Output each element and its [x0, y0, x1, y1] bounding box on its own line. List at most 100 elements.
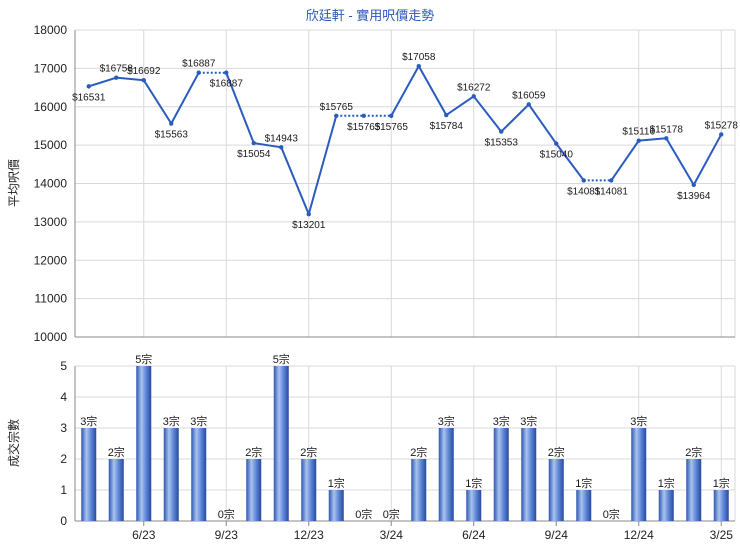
series-line-segment	[116, 76, 144, 82]
bar	[438, 428, 454, 521]
series-line-segment	[307, 115, 338, 215]
series-data-label: $15784	[430, 121, 464, 132]
series-point	[691, 182, 696, 188]
bar-y-tick-label: 5	[60, 359, 67, 373]
series-point	[499, 129, 504, 134]
series-data-label: $16531	[72, 92, 106, 103]
series-data-label: $13964	[677, 191, 711, 202]
bar	[466, 490, 482, 521]
bar-data-label: 3宗	[80, 414, 97, 428]
series-line-segment	[527, 103, 558, 145]
bar-y-tick-label: 3	[60, 421, 67, 435]
x-tick-label: 6/23	[132, 528, 156, 542]
bar	[521, 428, 537, 521]
series-data-label: $16059	[512, 90, 546, 101]
line-y-axis-label: 平均呎價	[7, 159, 21, 207]
bar	[163, 428, 179, 521]
bar-data-label: 0宗	[355, 507, 372, 521]
series-data-label: $16272	[457, 82, 491, 93]
bar	[548, 459, 564, 521]
series-line-segment	[610, 140, 640, 181]
grid-layer	[75, 29, 735, 522]
bar-data-label: 2宗	[410, 445, 427, 459]
x-tick-label: 3/25	[710, 528, 734, 542]
line-y-tick-label: 11000	[35, 292, 68, 306]
series-data-label: $15765	[320, 102, 354, 113]
series-data-label: $16758	[100, 64, 134, 75]
bar-data-label: 0宗	[218, 507, 235, 521]
series-line-segment	[417, 65, 448, 116]
series-data-label: $16887	[210, 79, 244, 90]
bar-data-label: 1宗	[713, 476, 730, 490]
series-data-label: $15353	[485, 138, 519, 149]
series-point	[251, 140, 256, 146]
bar-data-label: 1宗	[575, 476, 592, 490]
bar	[108, 459, 124, 521]
bar	[686, 459, 702, 521]
series-point	[279, 145, 284, 150]
x-tick-label: 12/23	[294, 528, 324, 542]
bar-data-label: 3宗	[438, 414, 455, 428]
series-point	[196, 70, 201, 75]
series-line-segment	[500, 103, 530, 133]
x-tick-label: 9/24	[545, 528, 569, 542]
series-point	[224, 70, 229, 75]
bar-data-label: 3宗	[493, 414, 510, 428]
bar-data-label: 3宗	[520, 414, 537, 428]
series-line-segment	[142, 79, 173, 125]
line-y-tick-label: 10000	[34, 330, 68, 344]
bar-data-label: 1宗	[465, 476, 482, 490]
bars-layer	[81, 366, 729, 521]
line-y-tick-label: 18000	[34, 23, 68, 37]
bar-y-tick-label: 2	[60, 452, 67, 466]
series-point	[86, 84, 91, 89]
bar-data-label: 1宗	[328, 476, 345, 490]
bar-data-label: 5宗	[273, 352, 290, 366]
series-point	[306, 211, 311, 217]
series-line-segment	[445, 95, 475, 116]
bar	[328, 490, 344, 521]
series-line-segment	[692, 133, 723, 186]
bar	[81, 428, 97, 521]
bar-data-label: 5宗	[135, 352, 152, 366]
series-data-label: $15278	[705, 120, 739, 131]
bar-data-label: 2宗	[245, 445, 262, 459]
bar	[631, 428, 647, 521]
series-data-label: $15765	[375, 122, 409, 133]
bar-y-tick-label: 0	[60, 514, 67, 528]
bar	[191, 428, 207, 521]
bar-data-label: 2宗	[300, 445, 317, 459]
series-line-segment	[665, 137, 695, 186]
series-data-label: $15563	[155, 130, 189, 141]
series-line-segment	[170, 72, 200, 124]
series-point	[636, 138, 641, 143]
series-data-label: $15116	[622, 127, 655, 138]
bar-y-tick-label: 4	[60, 390, 67, 404]
series-point	[581, 178, 586, 183]
bar	[576, 490, 592, 521]
line-y-tick-label: 16000	[34, 100, 68, 114]
series-point	[554, 141, 559, 146]
bar	[658, 490, 674, 521]
bar	[301, 459, 317, 521]
series-line-segment	[253, 142, 282, 149]
series-data-label: $15765	[347, 122, 381, 133]
series-data-label: $13201	[292, 220, 326, 231]
labels-layer: 3宗 2宗 5宗 3宗 3宗 0宗 2宗 5宗 2宗 1宗 0宗 0宗 2宗 3宗 1宗 3宗 3宗 2宗 1宗 0宗…	[72, 52, 738, 521]
series-point	[416, 63, 421, 69]
x-tick-label: 12/24	[624, 528, 654, 542]
series-point	[141, 77, 146, 83]
series-data-label: $14943	[265, 133, 299, 144]
bar-y-tick-label: 1	[60, 483, 67, 497]
bar-data-label: 2宗	[548, 445, 565, 459]
line-y-tick-label: 15000	[34, 138, 68, 152]
series-point	[664, 136, 669, 141]
bar-data-label: 1宗	[658, 476, 675, 490]
series-point	[444, 112, 449, 118]
series-line-segment	[280, 146, 310, 215]
series-data-label: $15040	[540, 150, 574, 161]
chart-title: 欣廷軒 - 實用呎價走勢	[306, 8, 435, 23]
line-y-tick-label: 17000	[34, 61, 68, 75]
bar-data-label: 2宗	[108, 445, 125, 459]
